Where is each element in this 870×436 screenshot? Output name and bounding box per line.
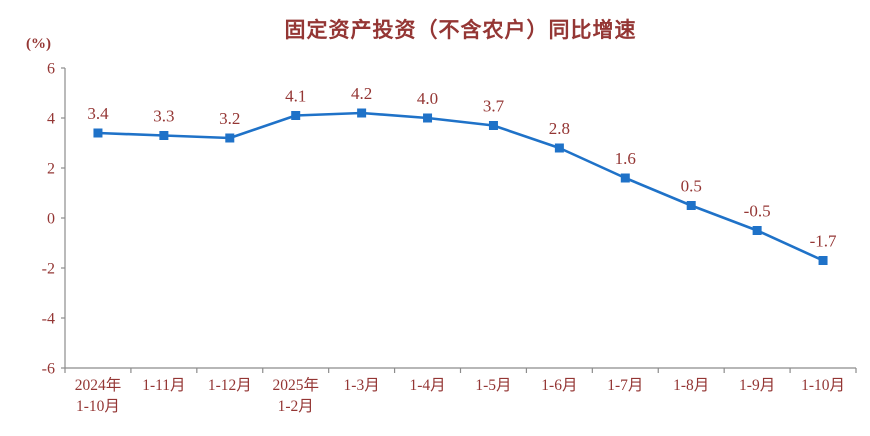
data-point-marker xyxy=(357,108,367,118)
data-point-label: 3.2 xyxy=(219,109,240,128)
data-point-marker xyxy=(554,143,564,153)
x-axis-category-label: 2024年 xyxy=(75,376,122,394)
data-point-label: -0.5 xyxy=(744,202,771,221)
x-axis-category-label: 1-8月 xyxy=(673,377,709,394)
x-axis-category-label: 1-4月 xyxy=(409,377,445,394)
y-axis-tick-label: -2 xyxy=(42,261,55,278)
x-axis-category-label: 1-5月 xyxy=(475,377,511,394)
x-axis-category-label: 1-3月 xyxy=(344,377,380,394)
data-point-marker xyxy=(620,173,630,183)
data-point-marker xyxy=(752,226,762,235)
data-point-marker xyxy=(225,133,235,143)
data-point-label: 3.4 xyxy=(87,104,109,123)
y-axis-tick-label: 4 xyxy=(47,111,55,128)
data-point-marker xyxy=(686,201,696,210)
data-point-label: 3.3 xyxy=(153,107,174,126)
data-point-label: 2.8 xyxy=(549,119,570,138)
x-axis-category-label: 1-10月 xyxy=(801,377,845,394)
y-axis-tick-label: -4 xyxy=(42,311,55,328)
data-point-marker xyxy=(291,111,301,120)
x-axis-category-label: 1-10月 xyxy=(76,398,120,415)
data-point-marker xyxy=(423,113,433,123)
x-axis-category-label: 1-2月 xyxy=(278,398,314,415)
x-axis-category-label: 1-12月 xyxy=(208,377,252,394)
data-point-label: 3.7 xyxy=(483,97,505,116)
data-series-line xyxy=(96,111,825,262)
data-point-label: 4.2 xyxy=(351,84,372,103)
data-point-label: -1.7 xyxy=(810,232,837,251)
x-axis-category-label: 1-9月 xyxy=(739,377,775,394)
x-axis-category-label: 1-6月 xyxy=(541,377,577,394)
data-point-label: 1.6 xyxy=(615,149,636,168)
data-point-marker xyxy=(488,121,498,130)
chart-title: 固定资产投资（不含农户）同比增速 xyxy=(284,19,637,42)
data-point-label: 4.0 xyxy=(417,89,438,108)
data-point-marker xyxy=(159,131,169,140)
x-axis-category-label: 1-7月 xyxy=(607,377,643,394)
x-axis-category-label: 1-11月 xyxy=(142,377,185,394)
data-point-label: 0.5 xyxy=(681,177,702,196)
y-axis-tick-label: 2 xyxy=(47,161,55,178)
y-axis-tick-label: 6 xyxy=(47,61,55,78)
data-point-label: 4.1 xyxy=(285,87,306,106)
x-axis-category-label: 2025年 xyxy=(272,376,319,394)
y-axis-tick-label: 0 xyxy=(47,211,55,228)
data-point-marker xyxy=(93,128,103,138)
y-axis-tick-label: -6 xyxy=(42,361,55,378)
y-axis-unit-label: (%) xyxy=(26,36,51,52)
data-point-marker xyxy=(818,256,828,265)
